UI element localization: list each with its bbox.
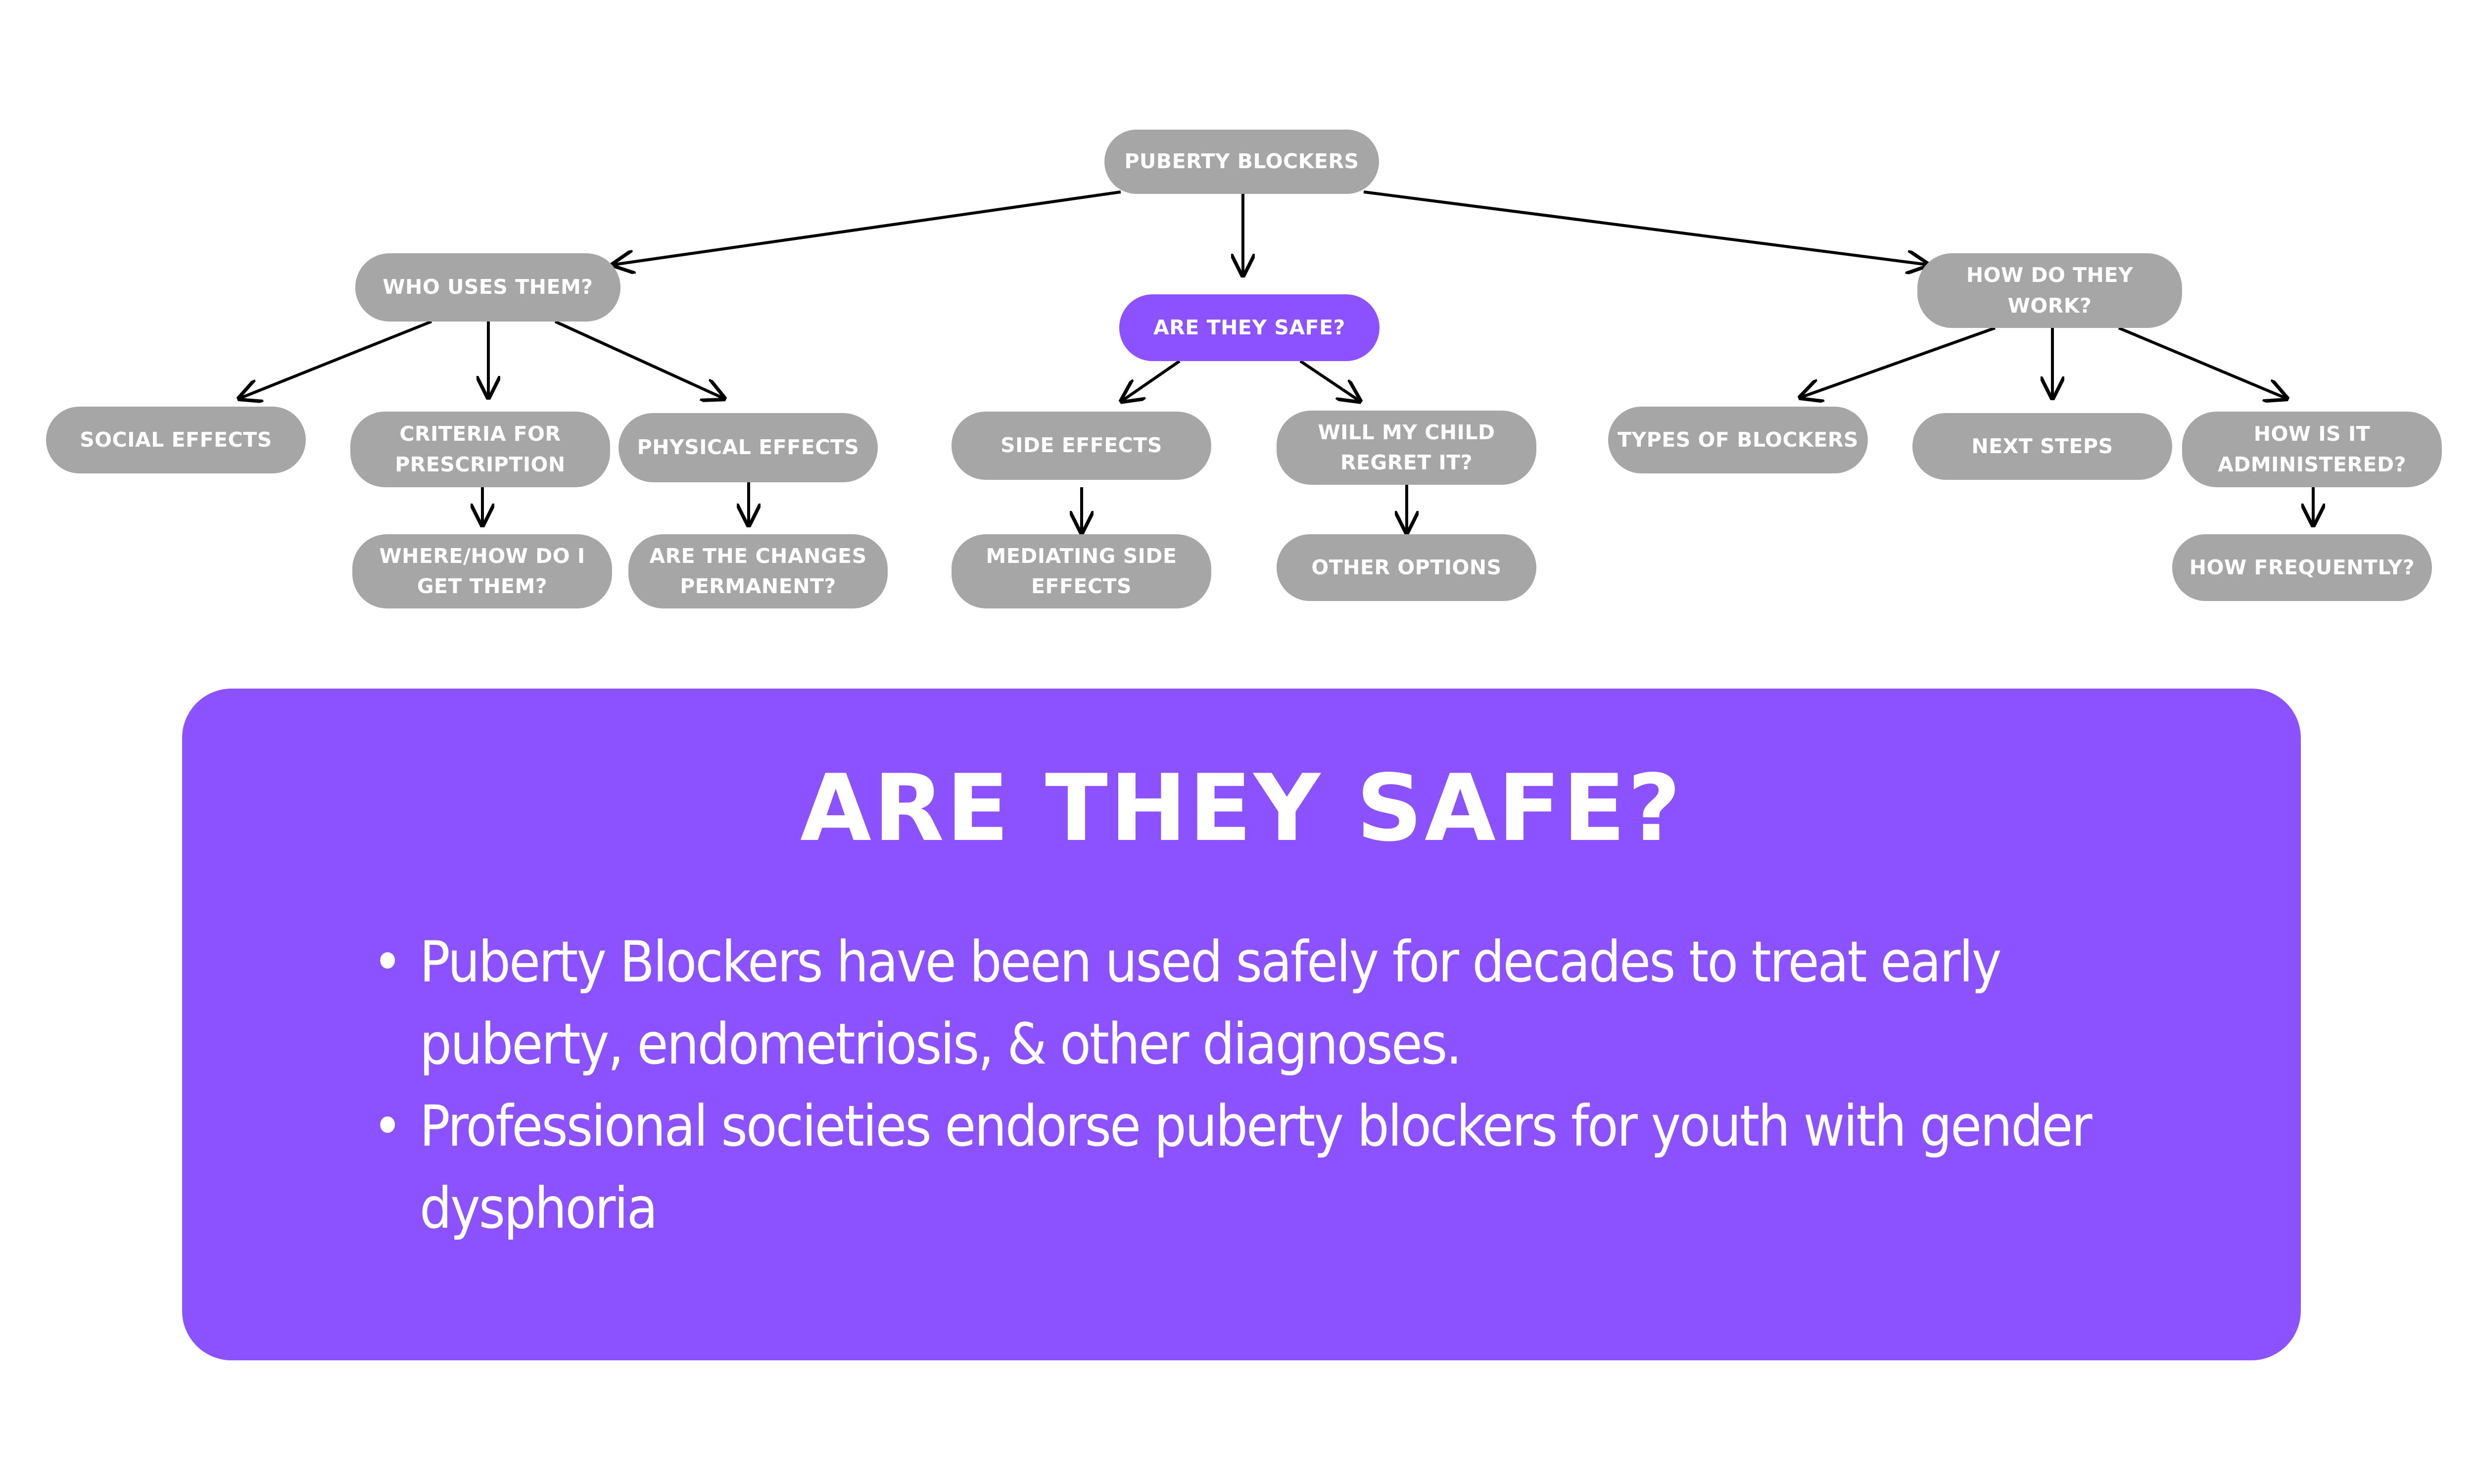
node-are-they-safe[interactable]: ARE THEY SAFE? <box>1119 294 1380 361</box>
arrow-who-to-physical <box>554 320 723 398</box>
info-bullet-item: • Professional societies endorse puberty… <box>373 1085 2192 1250</box>
bullet-dot-icon: • <box>373 929 402 995</box>
node-criteria-for-prescription[interactable]: CRITERIA FOR PRESCRIPTION <box>350 412 610 487</box>
arrow-how-to-administered <box>2118 326 2286 398</box>
arrow-root-to-how-work <box>1363 190 1927 265</box>
info-bullet-text: Puberty Blockers have been used safely f… <box>420 929 2001 1077</box>
info-bullet-item: • Puberty Blockers have been used safely… <box>373 921 2192 1085</box>
node-other-options[interactable]: OTHER OPTIONS <box>1277 534 1536 601</box>
node-puberty-blockers[interactable]: PUBERTY BLOCKERS <box>1104 130 1379 194</box>
arrow-safe-to-regret <box>1299 360 1359 401</box>
node-how-do-they-work[interactable]: HOW DO THEY WORK? <box>1917 253 2182 328</box>
node-next-steps[interactable]: NEXT STEPS <box>1912 413 2172 480</box>
arrow-who-to-social <box>240 320 432 398</box>
info-bullet-text: Professional societies endorse puberty b… <box>420 1093 2092 1241</box>
node-social-effects[interactable]: SOCIAL EFFECTS <box>46 407 306 473</box>
info-bullet-list: • Puberty Blockers have been used safely… <box>373 921 2192 1250</box>
info-panel-title: ARE THEY SAFE? <box>800 754 1683 862</box>
node-will-my-child-regret-it[interactable]: WILL MY CHILD REGRET IT? <box>1277 411 1536 485</box>
bullet-dot-icon: • <box>373 1093 402 1159</box>
info-panel: ARE THEY SAFE? • Puberty Blockers have b… <box>182 689 2301 1360</box>
arrow-root-to-who-uses <box>614 190 1121 265</box>
node-where-how-do-i-get-them[interactable]: WHERE/HOW DO I GET THEM? <box>352 534 612 608</box>
arrow-how-to-types <box>1801 326 1996 397</box>
node-mediating-side-effects[interactable]: MEDIATING SIDE EFFECTS <box>952 534 1211 608</box>
node-how-frequently[interactable]: HOW FREQUENTLY? <box>2172 534 2432 601</box>
node-types-of-blockers[interactable]: TYPES OF BLOCKERS <box>1608 407 1868 473</box>
node-side-effects[interactable]: SIDE EFFECTS <box>952 412 1211 480</box>
node-who-uses-them[interactable]: WHO USES THEM? <box>355 253 620 322</box>
arrow-safe-to-side <box>1122 360 1181 401</box>
node-are-the-changes-permanent[interactable]: ARE THE CHANGES PERMANENT? <box>628 534 888 608</box>
node-how-is-it-administered[interactable]: HOW IS IT ADMINISTERED? <box>2182 412 2442 487</box>
node-physical-effects[interactable]: PHYSICAL EFFECTS <box>618 413 878 482</box>
